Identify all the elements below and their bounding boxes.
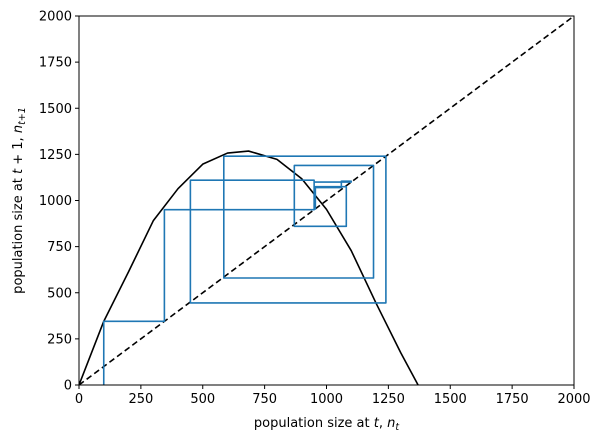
plot-area xyxy=(79,16,574,385)
y-tick-label: 1000 xyxy=(39,194,72,209)
y-tick-label: 750 xyxy=(47,240,72,255)
tick-group: 0 250 500 750 1000 1250 1500 1750 2000 0 250 500 750… xyxy=(39,10,591,408)
x-tick-label: 0 xyxy=(75,392,83,407)
x-tick-label: 2000 xyxy=(557,392,590,407)
x-tick-label: 1000 xyxy=(310,392,343,407)
line-series xyxy=(79,16,574,385)
x-tick-label: 500 xyxy=(190,392,215,407)
y-tick-label: 500 xyxy=(47,286,72,301)
y-tick-label: 1750 xyxy=(39,56,72,71)
curve-series xyxy=(79,150,419,385)
y-tick-label: 2000 xyxy=(39,10,72,25)
x-tick-label: 1500 xyxy=(434,392,467,407)
y-tick-label: 1500 xyxy=(39,102,72,117)
x-tick-label: 750 xyxy=(252,392,277,407)
x-tick-label: 250 xyxy=(128,392,153,407)
y-axis-label: population size at t + 1, nt+1​ xyxy=(11,107,28,294)
y-tick-label: 250 xyxy=(47,332,72,347)
plot-frame xyxy=(78,15,575,386)
y-tick-label: 1250 xyxy=(39,148,72,163)
y-tick-label: 0 xyxy=(64,379,72,394)
x-axis-label: population size at t, nt​ xyxy=(254,416,400,433)
x-tick-label: 1250 xyxy=(372,392,405,407)
cobweb-series xyxy=(102,155,387,385)
x-tick-label: 1750 xyxy=(496,392,529,407)
